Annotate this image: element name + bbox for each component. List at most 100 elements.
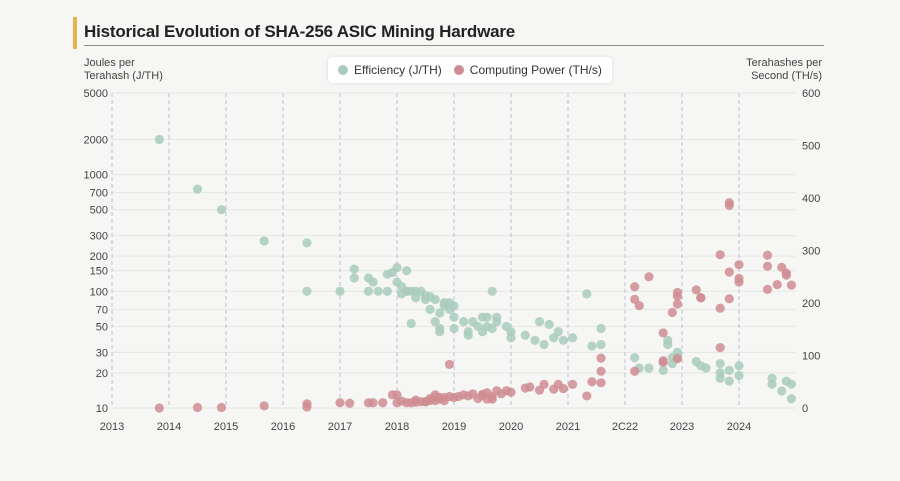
power-point	[335, 398, 345, 408]
power-point	[781, 270, 791, 280]
x-tick-label: 2013	[100, 421, 124, 433]
efficiency-point	[449, 301, 459, 311]
efficiency-point	[506, 333, 516, 343]
efficiency-point	[777, 386, 787, 396]
title-divider	[84, 45, 824, 46]
right-tick-label: 300	[802, 246, 820, 258]
efficiency-point	[154, 134, 164, 145]
left-tick-label: 5000	[84, 88, 108, 100]
efficiency-point	[715, 373, 725, 383]
power-point	[567, 379, 578, 389]
efficiency-point	[534, 316, 545, 327]
efficiency-point	[435, 327, 445, 337]
efficiency-point	[425, 304, 435, 314]
efficiency-point	[482, 312, 492, 322]
power-point	[715, 250, 725, 260]
power-point	[154, 403, 164, 413]
x-tick-label: 2014	[157, 421, 181, 433]
power-point	[302, 399, 312, 409]
efficiency-point	[567, 333, 578, 343]
left-tick-label: 70	[96, 304, 108, 316]
legend-label-power: Computing Power (TH/s)	[469, 63, 602, 77]
power-point	[786, 280, 797, 290]
left-tick-label: 1000	[84, 170, 108, 182]
efficiency-point	[520, 330, 530, 340]
power-point	[734, 273, 744, 283]
legend-swatch-efficiency	[338, 65, 348, 75]
efficiency-point	[463, 330, 473, 340]
power-point	[345, 398, 355, 408]
left-tick-label: 50	[96, 321, 108, 333]
x-tick-label: 2018	[385, 421, 409, 433]
efficiency-point	[734, 361, 744, 371]
efficiency-point	[487, 323, 497, 334]
power-point	[644, 272, 654, 282]
efficiency-point	[630, 353, 640, 363]
power-point	[672, 354, 683, 364]
efficiency-point	[449, 312, 459, 322]
efficiency-point	[596, 323, 606, 334]
power-point	[658, 357, 668, 367]
x-tick-label: 2019	[442, 421, 466, 433]
power-point	[772, 280, 782, 290]
power-point	[558, 383, 569, 394]
efficiency-point	[734, 370, 744, 381]
efficiency-point	[530, 335, 540, 345]
power-point	[715, 343, 725, 353]
efficiency-point	[363, 286, 374, 296]
power-point	[630, 282, 640, 292]
efficiency-point	[449, 323, 459, 334]
power-point	[762, 261, 773, 271]
chart-legend: Efficiency (J/TH) Computing Power (TH/s)	[328, 57, 612, 83]
power-point	[596, 366, 606, 376]
efficiency-point	[596, 339, 606, 350]
efficiency-point	[558, 335, 569, 345]
efficiency-point	[539, 339, 549, 350]
efficiency-point	[402, 266, 412, 276]
power-point	[667, 307, 677, 318]
efficiency-point	[430, 316, 440, 327]
right-axis-title: Terahashes per Second (TH/s)	[746, 57, 822, 82]
power-point	[691, 285, 701, 295]
efficiency-point	[544, 319, 554, 330]
x-tick-label: 2021	[556, 421, 580, 433]
power-point	[525, 382, 535, 392]
power-point	[259, 401, 269, 411]
left-tick-label: 300	[90, 231, 108, 243]
efficiency-point	[786, 394, 797, 404]
chart-title: Historical Evolution of SHA-256 ASIC Min…	[84, 22, 516, 41]
x-tick-label: 2020	[499, 421, 523, 433]
efficiency-point	[715, 359, 725, 369]
power-point	[596, 353, 606, 363]
efficiency-point	[335, 286, 345, 296]
x-tick-label: 2C22	[612, 421, 638, 433]
power-point	[587, 377, 597, 387]
left-tick-label: 700	[90, 188, 108, 200]
efficiency-point	[216, 205, 227, 215]
left-tick-label: 10	[96, 403, 108, 415]
efficiency-point	[582, 289, 592, 299]
efficiency-point	[724, 376, 734, 386]
efficiency-point	[349, 264, 359, 274]
efficiency-point	[192, 184, 203, 194]
efficiency-point	[435, 308, 445, 318]
x-tick-label: 2024	[727, 421, 751, 433]
efficiency-point	[302, 286, 312, 296]
efficiency-point	[411, 293, 421, 303]
title-accent-bar	[73, 17, 77, 49]
left-axis-title: Joules per Terahash (J/TH)	[84, 57, 163, 82]
power-point	[672, 291, 683, 301]
power-point	[582, 391, 592, 401]
legend-swatch-power	[453, 65, 464, 75]
power-point	[724, 267, 734, 277]
right-tick-label: 200	[802, 298, 820, 310]
power-point	[378, 398, 388, 408]
efficiency-point	[724, 365, 734, 375]
left-tick-label: 20	[96, 368, 108, 380]
efficiency-point	[382, 286, 392, 296]
right-tick-label: 500	[802, 141, 820, 153]
power-point	[658, 328, 668, 338]
left-tick-label: 150	[90, 266, 108, 278]
